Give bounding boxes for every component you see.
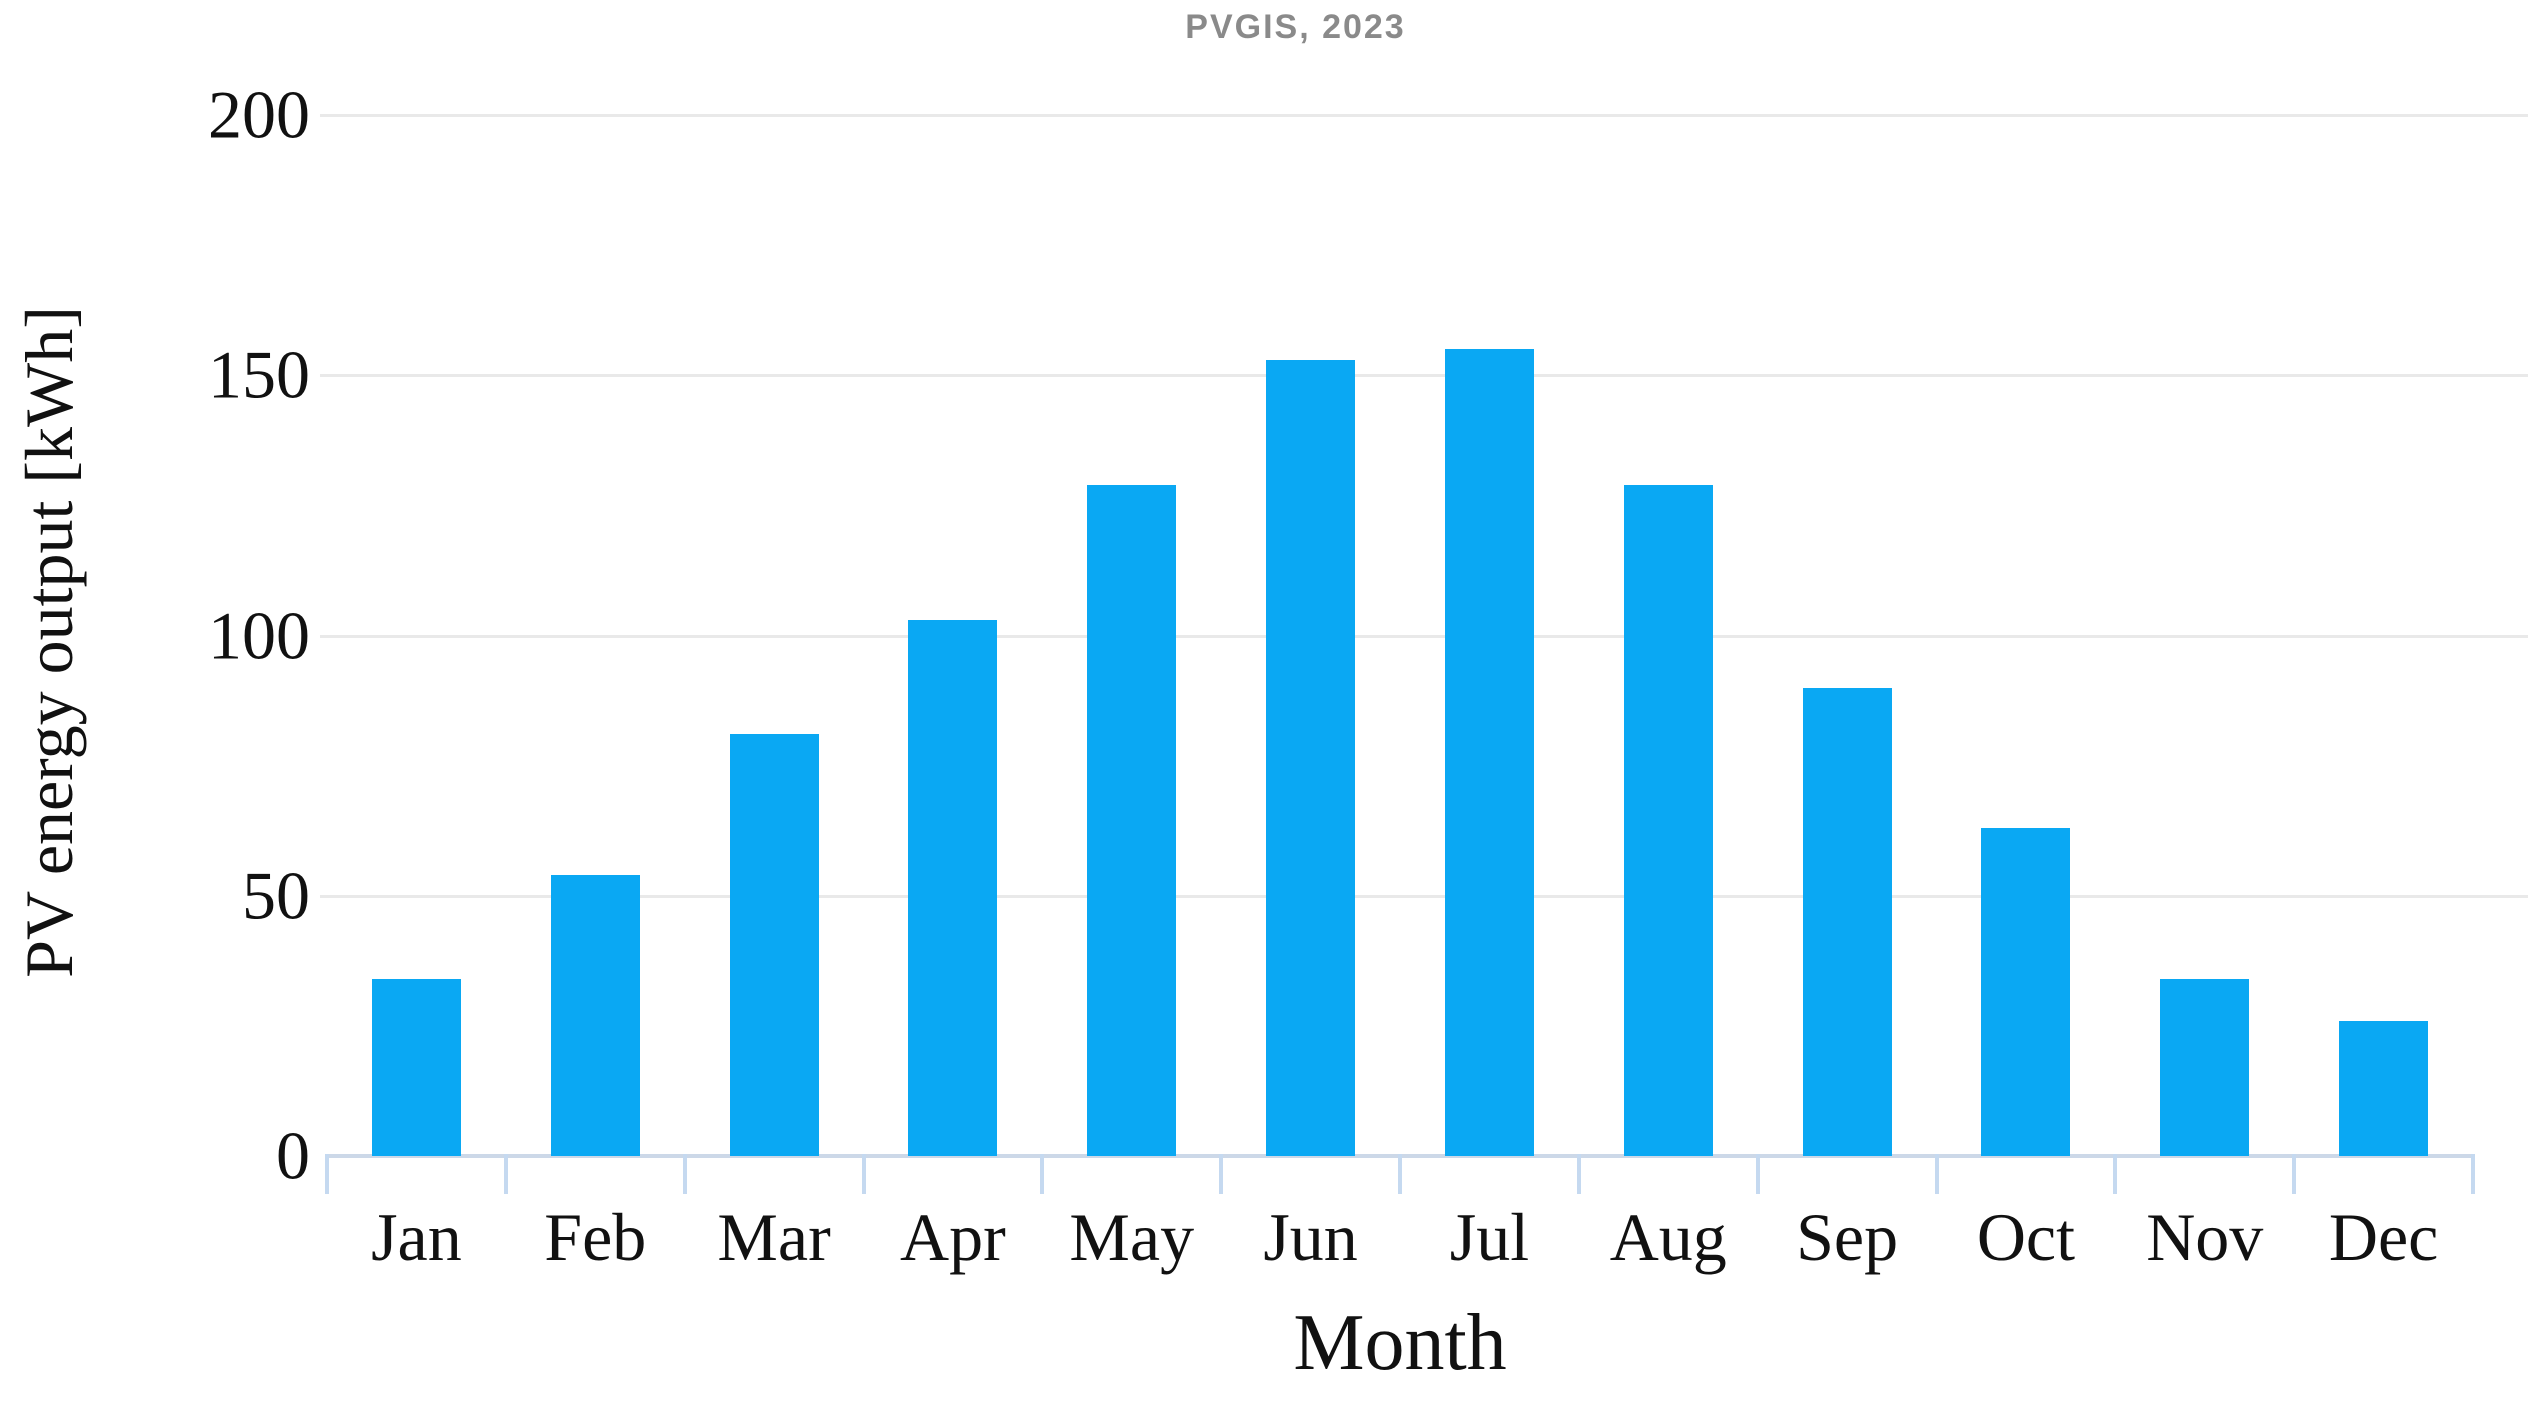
x-tick-label-jun: Jun [1263, 1199, 1358, 1275]
x-tick-label-aug: Aug [1609, 1199, 1727, 1275]
x-axis-tick [1219, 1154, 1224, 1194]
x-axis-tick [2471, 1154, 2475, 1194]
y-tick-label-200: 200 [208, 76, 310, 153]
x-tick-label-jan: Jan [371, 1199, 462, 1275]
x-axis-tick [503, 1154, 508, 1194]
x-tick-label-apr: Apr [900, 1199, 1006, 1275]
x-tick-label-sep: Sep [1796, 1199, 1899, 1275]
x-tick-label-dec: Dec [2328, 1199, 2439, 1275]
x-axis-tick [682, 1154, 687, 1194]
x-tick-label-jul: Jul [1449, 1199, 1530, 1275]
y-tick-label-100: 100 [208, 597, 310, 673]
plot-area: Jan Feb Mar Apr May Jun Jul Aug Sep Oct Nov Dec [320, 114, 2528, 1275]
gridline-50 [320, 894, 2528, 898]
bar-jan [371, 979, 461, 1156]
y-tick-label-50: 50 [242, 857, 310, 934]
bar-jun [1266, 359, 1356, 1156]
x-axis-tick [2292, 1154, 2297, 1194]
bar-feb [550, 874, 640, 1156]
bar-apr [908, 619, 998, 1156]
x-tick-label-nov: Nov [2146, 1199, 2264, 1275]
x-tick-label-oct: Oct [1976, 1199, 2075, 1275]
bar-may [1087, 484, 1177, 1156]
bar-mar [729, 734, 819, 1156]
bar-dec [2339, 1020, 2429, 1156]
gridline-100 [320, 634, 2528, 638]
y-tick-label-150: 150 [208, 336, 310, 413]
x-tick-label-may: May [1069, 1199, 1195, 1275]
bar-oct [1981, 828, 2071, 1156]
bar-aug [1623, 484, 1713, 1156]
gridline-150 [320, 374, 2528, 378]
bar-nov [2160, 979, 2250, 1156]
x-axis-tick [2113, 1154, 2118, 1194]
bar-jul [1444, 349, 1534, 1156]
x-axis-tick [1398, 1154, 1402, 1194]
x-axis-tick [1755, 1154, 1760, 1194]
x-tick-label-feb: Feb [544, 1199, 647, 1275]
y-tick-label-0: 0 [276, 1117, 310, 1194]
x-axis-tick [325, 1154, 329, 1194]
x-axis-tick [861, 1154, 866, 1194]
gridline-200 [320, 114, 2528, 117]
x-axis-tick [1576, 1154, 1581, 1194]
x-tick-label-mar: Mar [717, 1199, 831, 1275]
x-axis-title: Month [1293, 1299, 1507, 1387]
x-axis-tick [1040, 1154, 1045, 1194]
x-axis-tick [1934, 1154, 1939, 1194]
chart-title: PVGIS, 2023 [1185, 8, 1406, 46]
bar-sep [1802, 687, 1892, 1156]
y-axis-tick-labels: 0 50 100 150 200 [0, 0, 310, 1424]
